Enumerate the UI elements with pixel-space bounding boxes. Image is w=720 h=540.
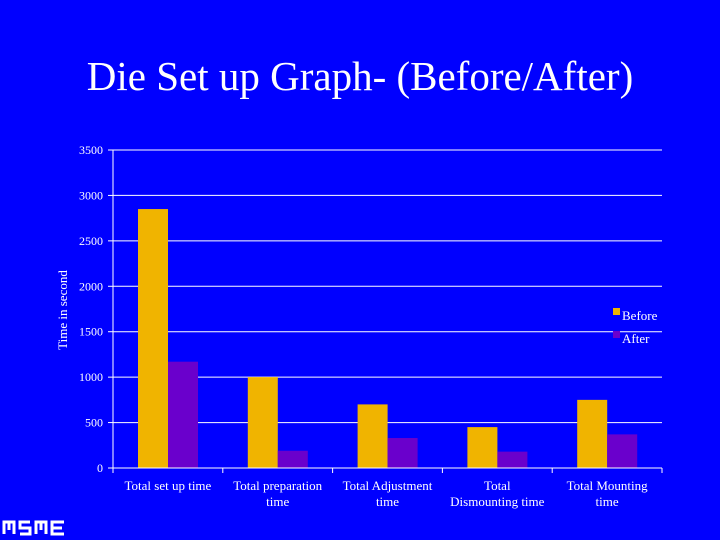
y-tick-label: 1000	[79, 370, 103, 384]
x-tick-label: Total Mounting	[567, 478, 649, 493]
bar-before	[138, 209, 168, 469]
bar-after	[277, 450, 308, 468]
legend-label-after: After	[622, 331, 650, 346]
y-tick-label: 1500	[79, 325, 103, 339]
y-tick-label: 3500	[79, 143, 103, 157]
msme-logo	[2, 520, 64, 536]
legend-swatch-before	[613, 308, 620, 315]
x-tick-label: time	[376, 494, 399, 509]
x-tick-label: Total Adjustment	[343, 478, 433, 493]
y-tick-label: 3000	[79, 188, 103, 202]
legend: Before After	[613, 308, 658, 346]
legend-label-before: Before	[622, 308, 658, 323]
y-tick-label: 2500	[79, 234, 103, 248]
y-tick-label: 0	[97, 461, 103, 475]
bar-before	[247, 377, 278, 468]
bar-before	[577, 399, 608, 468]
y-tick-label: 2000	[79, 279, 103, 293]
bars	[138, 209, 638, 469]
x-tick-labels: Total set up time Total preparationtimeTo…	[124, 478, 648, 509]
page-title: Die Set up Graph- (Before/After)	[86, 53, 634, 99]
y-axis-label: Time in second	[55, 270, 70, 350]
bar-before	[357, 404, 388, 468]
y-tick-labels: 0 500 1000 1500 2000 2500 3000 3500	[79, 143, 103, 475]
x-tick-label: Total set up time	[124, 478, 211, 493]
x-tick-label: time	[266, 494, 289, 509]
y-tick-label: 500	[85, 416, 103, 430]
legend-swatch-after	[613, 331, 620, 338]
x-tick-label: Total	[484, 478, 511, 493]
bar-after	[607, 434, 638, 468]
bar-after	[168, 361, 198, 468]
x-tick-label: Total preparation	[233, 478, 322, 493]
axes	[112, 150, 663, 473]
x-tick-label: Dismounting time	[450, 494, 544, 509]
bar-before	[467, 427, 498, 468]
x-tick-label: time	[596, 494, 619, 509]
bar-after	[497, 451, 528, 468]
bar-after	[387, 438, 418, 468]
